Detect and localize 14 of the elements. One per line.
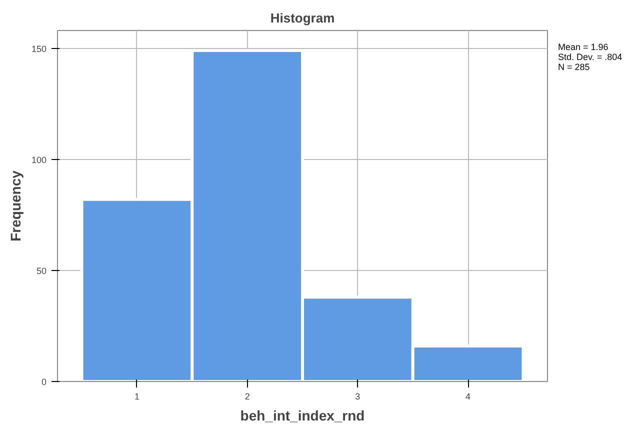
text: N = 285 [558,62,591,72]
text: Mean = 1.96 [558,42,610,52]
x-tick-label: 4 [466,392,471,402]
chart-title: Histogram [270,10,335,26]
text: Std. Dev. = .804 [558,52,622,62]
y-axis-title: Frequency [7,170,24,242]
y-tick-label: 50 [36,266,47,276]
y-tick-label: 0 [41,377,47,387]
x-tick-label: 3 [355,392,360,402]
x-axis-title: beh_int_index_rnd [240,408,365,424]
y-tick-label: 150 [31,44,47,54]
y-tick-label: 100 [31,154,47,165]
x-tick-label: 1 [134,392,140,402]
x-tick-label: 2 [244,392,250,402]
